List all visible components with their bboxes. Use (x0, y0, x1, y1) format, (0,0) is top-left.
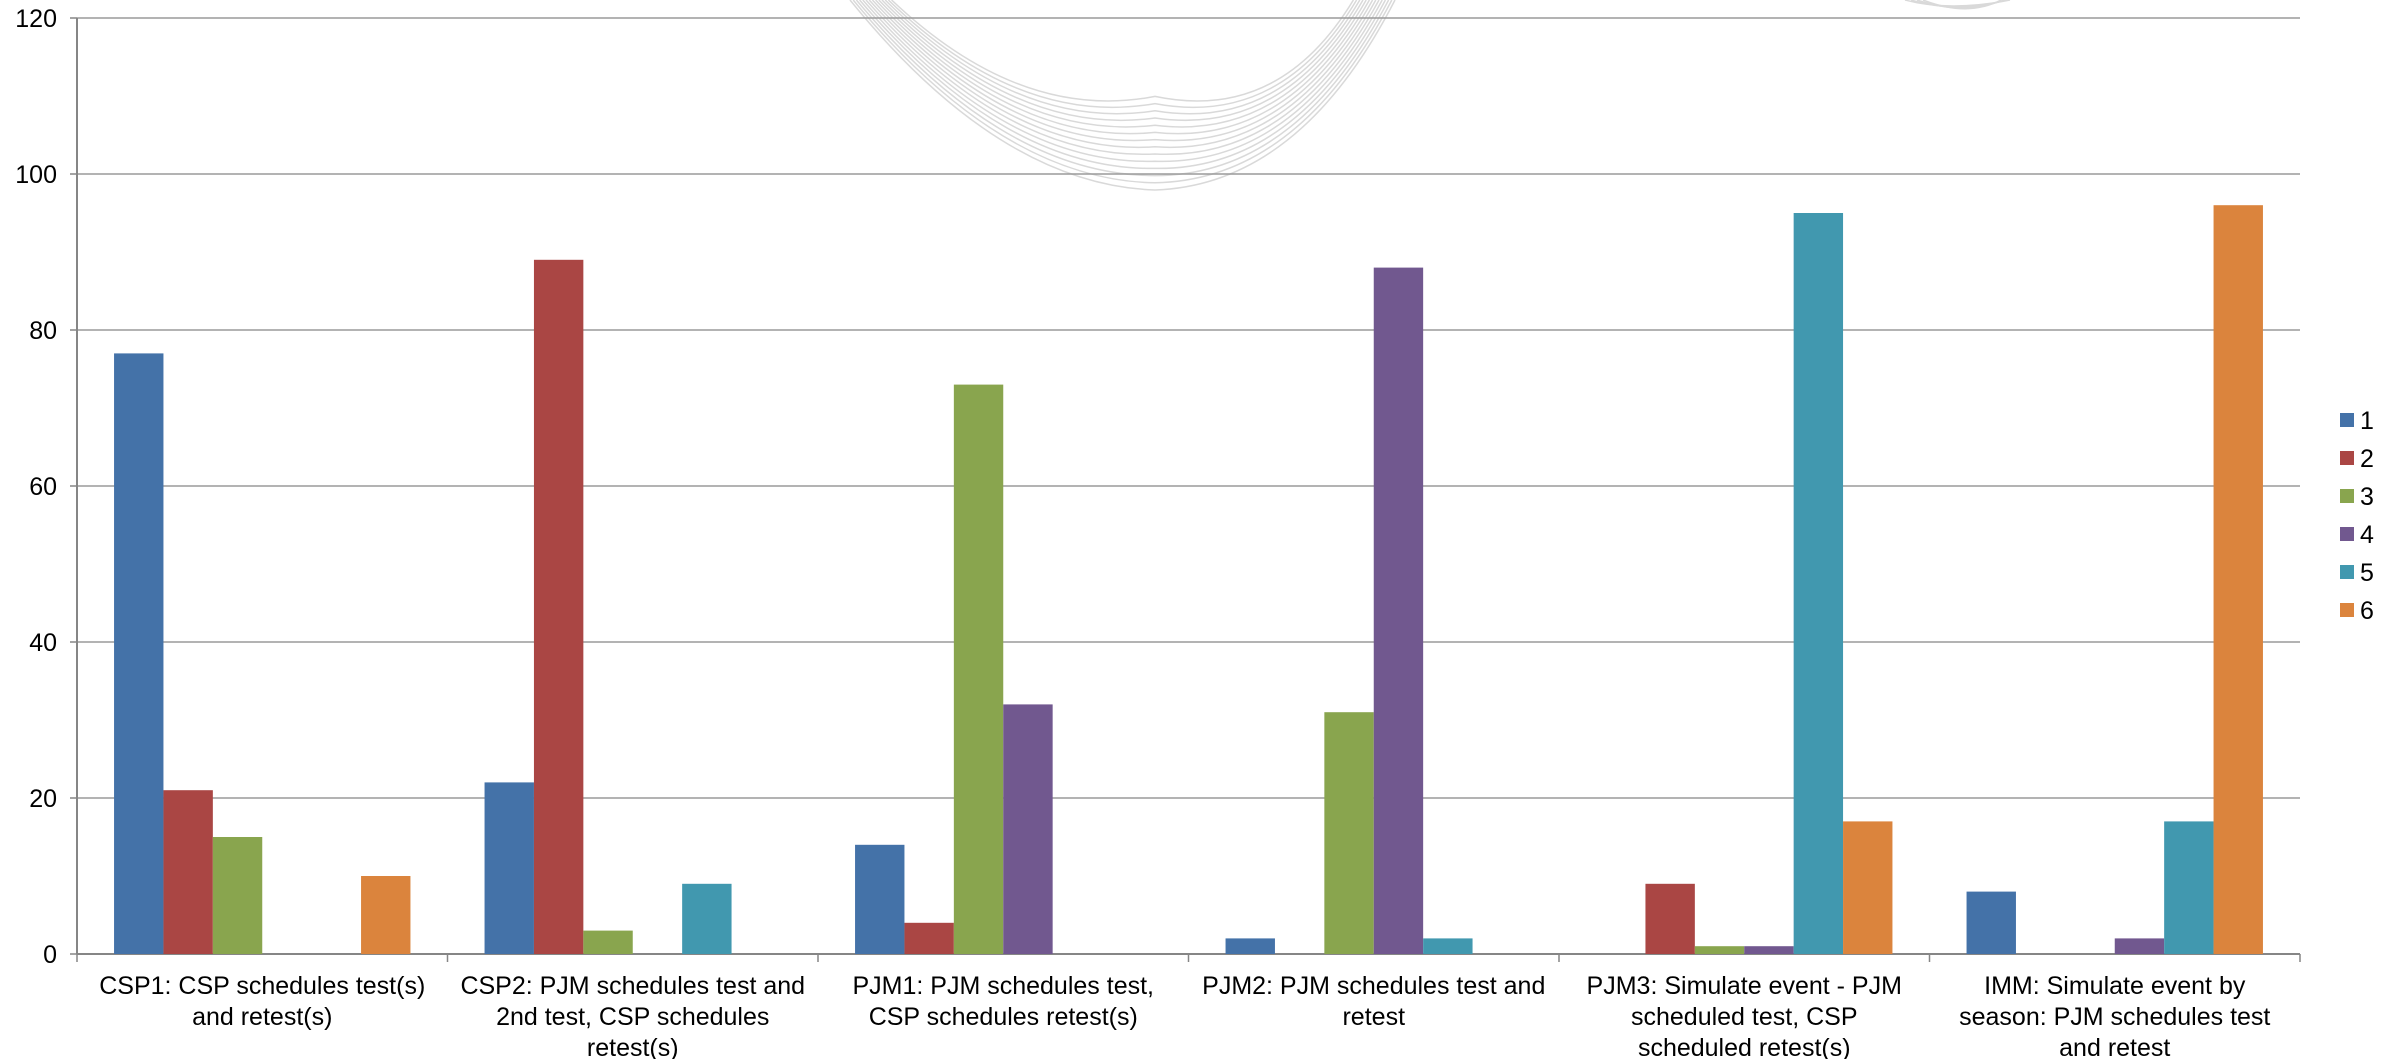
x-category-label-line: 2nd test, CSP schedules (496, 1003, 769, 1031)
bar-series-6-cat-5 (1843, 821, 1893, 954)
x-category-label-line: CSP2: PJM schedules test and (460, 972, 805, 1000)
legend-swatch-2 (2340, 451, 2354, 465)
bar-series-3-cat-2 (583, 930, 633, 954)
x-category-label-line: retest (1342, 1003, 1405, 1031)
watermark-curve (878, 0, 1367, 128)
bar-series-2-cat-5 (1645, 883, 1695, 954)
bar-series-5-cat-2 (682, 883, 732, 954)
watermark-curve (1922, 0, 2002, 10)
background-watermark (849, 0, 2011, 191)
legend-swatch-5 (2340, 565, 2354, 579)
bars (114, 205, 2263, 955)
watermark-curve (884, 0, 1361, 115)
legend-swatch-4 (2340, 527, 2354, 541)
bar-series-5-cat-6 (2164, 821, 2214, 954)
x-category-label-line: scheduled retest(s) (1638, 1034, 1851, 1059)
legend-label-5: 5 (2360, 559, 2374, 587)
x-category-label-line: scheduled test, CSP (1631, 1003, 1858, 1031)
watermark-curve (875, 0, 1371, 135)
bar-series-6-cat-1 (361, 876, 411, 954)
bar-series-1-cat-2 (484, 782, 534, 954)
x-category-label-line: PJM2: PJM schedules test and (1202, 972, 1545, 1000)
bar-series-1-cat-3 (855, 844, 905, 954)
y-tick-label: 120 (15, 5, 57, 33)
bar-series-3-cat-5 (1694, 946, 1745, 954)
watermark-curve (887, 0, 1358, 109)
x-category-label-line: season: PJM schedules test (1959, 1003, 2270, 1031)
watermark-curve (865, 0, 1380, 156)
x-category-label-line: CSP1: CSP schedules test(s) (99, 972, 425, 1000)
bar-series-3-cat-4 (1324, 712, 1374, 954)
bar-series-4-cat-6 (2114, 938, 2165, 954)
y-tick-label: 0 (43, 941, 57, 969)
watermark-curve (849, 0, 1396, 191)
x-category-label-line: PJM3: Simulate event - PJM (1587, 972, 1902, 1000)
bar-series-2-cat-3 (904, 922, 954, 954)
y-tick-label: 40 (29, 629, 57, 657)
legend-label-1: 1 (2360, 407, 2374, 435)
x-category-label-line: CSP schedules retest(s) (869, 1003, 1138, 1031)
bar-series-6-cat-6 (2213, 205, 2263, 954)
x-axis: CSP1: CSP schedules test(s) and retest(s)… (76, 954, 2301, 1059)
legend: 1 2 3 4 5 6 (2340, 407, 2374, 625)
y-axis: 0 20 40 60 80 100 120 (15, 5, 78, 969)
gridlines (77, 17, 2300, 955)
watermark-curve (859, 0, 1387, 170)
bar-series-5-cat-5 (1793, 213, 1844, 954)
bar-series-1-cat-4 (1225, 938, 1275, 954)
watermark-curve (881, 0, 1364, 122)
legend-label-2: 2 (2360, 445, 2374, 473)
bar-series-3-cat-3 (953, 384, 1004, 955)
y-tick-label: 60 (29, 473, 57, 501)
bar-series-1-cat-1 (114, 353, 164, 954)
legend-swatch-1 (2340, 413, 2354, 427)
x-category-label: CSP1: CSP schedules test(s) and retest(s) (99, 972, 425, 1031)
bar-series-4-cat-4 (1373, 267, 1424, 955)
watermark-curve (868, 0, 1377, 149)
bar-series-1-cat-6 (1966, 891, 2016, 954)
x-category-label: CSP2: PJM schedules test and 2nd test, CS… (460, 972, 805, 1059)
x-category-label: PJM2: PJM schedules test and retest (1202, 972, 1545, 1031)
y-tick-label: 80 (29, 317, 57, 345)
y-tick-label: 20 (29, 785, 57, 813)
watermark-curve (855, 0, 1390, 177)
y-tick-label: 100 (15, 161, 57, 189)
legend-label-6: 6 (2360, 597, 2374, 625)
bar-series-3-cat-1 (212, 837, 263, 954)
x-category-label-line: and retest (2059, 1034, 2170, 1059)
watermark-curve (862, 0, 1383, 162)
bar-series-4-cat-5 (1744, 946, 1794, 954)
legend-swatch-6 (2340, 603, 2354, 617)
watermark-curve (852, 0, 1393, 184)
legend-swatch-3 (2340, 489, 2354, 503)
legend-label-4: 4 (2360, 521, 2374, 549)
bar-series-2-cat-2 (533, 259, 584, 954)
x-category-label-line: PJM1: PJM schedules test, (852, 972, 1154, 1000)
x-category-label: IMM: Simulate event by season: PJM schedu… (1959, 972, 2270, 1059)
x-category-label-line: retest(s) (587, 1034, 679, 1059)
watermark-curve (891, 0, 1355, 102)
bar-series-4-cat-3 (1003, 704, 1053, 954)
x-category-label-line: IMM: Simulate event by (1984, 972, 2246, 1000)
x-category-label: PJM3: Simulate event - PJM scheduled test… (1587, 972, 1902, 1059)
legend-label-3: 3 (2360, 483, 2374, 511)
watermark-curve (871, 0, 1374, 142)
x-category-label: PJM1: PJM schedules test, CSP schedules r… (852, 972, 1154, 1031)
x-category-label-line: and retest(s) (192, 1003, 332, 1031)
bar-series-5-cat-4 (1423, 938, 1473, 954)
bar-series-2-cat-1 (163, 790, 213, 954)
